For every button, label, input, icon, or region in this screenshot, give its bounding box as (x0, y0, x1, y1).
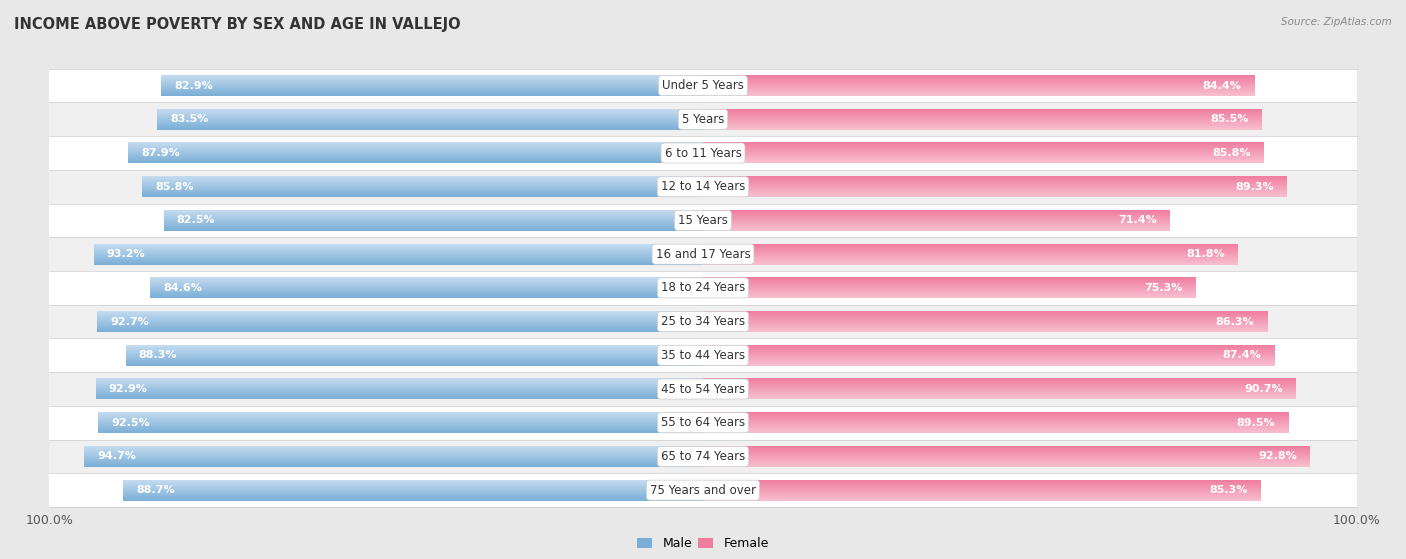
Text: 25 to 34 Years: 25 to 34 Years (661, 315, 745, 328)
Text: 45 to 54 Years: 45 to 54 Years (661, 382, 745, 396)
Bar (49, 203, 1357, 238)
Text: 85.8%: 85.8% (1212, 148, 1251, 158)
Bar (49, 271, 1357, 305)
Text: 89.5%: 89.5% (1236, 418, 1275, 428)
Text: 55 to 64 Years: 55 to 64 Years (661, 416, 745, 429)
Text: 87.4%: 87.4% (1223, 350, 1261, 361)
Text: 75 Years and over: 75 Years and over (650, 484, 756, 496)
Bar (49, 305, 1357, 338)
Text: 65 to 74 Years: 65 to 74 Years (661, 450, 745, 463)
Text: 94.7%: 94.7% (97, 452, 136, 461)
Bar (49, 372, 1357, 406)
Text: 75.3%: 75.3% (1144, 283, 1182, 293)
Bar (49, 170, 1357, 203)
Text: 89.3%: 89.3% (1234, 182, 1274, 192)
Legend: Male, Female: Male, Female (633, 532, 773, 556)
Text: 35 to 44 Years: 35 to 44 Years (661, 349, 745, 362)
Text: 82.5%: 82.5% (177, 215, 215, 225)
Text: 87.9%: 87.9% (142, 148, 180, 158)
Text: 6 to 11 Years: 6 to 11 Years (665, 146, 741, 159)
Bar (49, 69, 1357, 102)
Text: 92.8%: 92.8% (1258, 452, 1296, 461)
Bar (49, 238, 1357, 271)
Text: 88.3%: 88.3% (139, 350, 177, 361)
Text: 85.8%: 85.8% (155, 182, 194, 192)
Text: 15 Years: 15 Years (678, 214, 728, 227)
Text: 12 to 14 Years: 12 to 14 Years (661, 180, 745, 193)
Text: 81.8%: 81.8% (1187, 249, 1225, 259)
Text: 92.5%: 92.5% (111, 418, 150, 428)
Text: 5 Years: 5 Years (682, 113, 724, 126)
Text: Source: ZipAtlas.com: Source: ZipAtlas.com (1281, 17, 1392, 27)
Text: 84.4%: 84.4% (1204, 80, 1241, 91)
Bar (49, 102, 1357, 136)
Text: 93.2%: 93.2% (107, 249, 145, 259)
Text: 82.9%: 82.9% (174, 80, 212, 91)
Text: 92.7%: 92.7% (110, 316, 149, 326)
Text: 84.6%: 84.6% (163, 283, 202, 293)
Text: Under 5 Years: Under 5 Years (662, 79, 744, 92)
Text: 16 and 17 Years: 16 and 17 Years (655, 248, 751, 260)
Text: 85.5%: 85.5% (1211, 115, 1249, 124)
Bar (49, 439, 1357, 473)
Text: 86.3%: 86.3% (1216, 316, 1254, 326)
Text: 18 to 24 Years: 18 to 24 Years (661, 281, 745, 295)
Text: 71.4%: 71.4% (1118, 215, 1157, 225)
Text: 90.7%: 90.7% (1244, 384, 1282, 394)
Text: 85.3%: 85.3% (1209, 485, 1247, 495)
Text: INCOME ABOVE POVERTY BY SEX AND AGE IN VALLEJO: INCOME ABOVE POVERTY BY SEX AND AGE IN V… (14, 17, 461, 32)
Bar (49, 406, 1357, 439)
Bar (49, 338, 1357, 372)
Text: 83.5%: 83.5% (170, 115, 208, 124)
Bar (49, 473, 1357, 507)
Bar (49, 136, 1357, 170)
Text: 88.7%: 88.7% (136, 485, 174, 495)
Text: 92.9%: 92.9% (108, 384, 148, 394)
